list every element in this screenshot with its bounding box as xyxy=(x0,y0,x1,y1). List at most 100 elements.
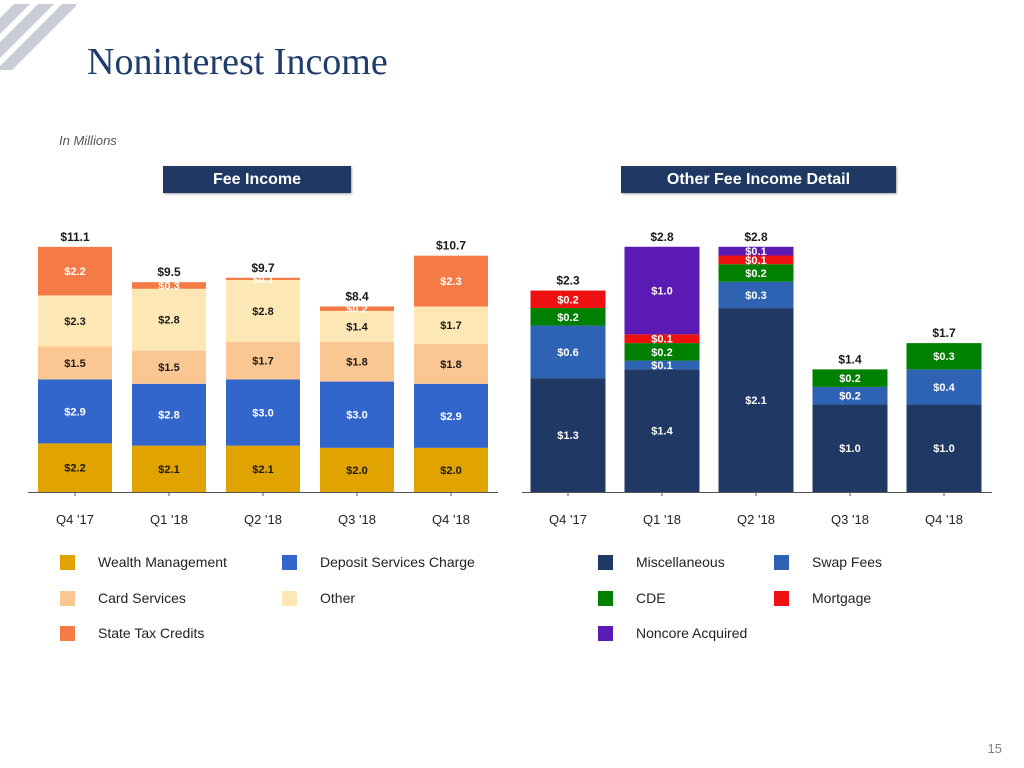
fee-income-header: Fee Income xyxy=(163,166,351,193)
fee-bar-other-q4-18 xyxy=(414,306,488,345)
other-bar-miscellaneous-q4-18 xyxy=(906,404,982,492)
other-label-swap-fees-q3-18: $0.2 xyxy=(839,391,860,403)
fee-bar-deposit-services-charge-q4-18 xyxy=(414,383,488,448)
other-bar-mortgage-q2-18 xyxy=(718,255,794,265)
fee-bar-state-tax-credits-q4-18 xyxy=(414,255,488,307)
other-category-label-q1-18: Q1 '18 xyxy=(643,512,681,527)
fee-total-label-q3-18: $8.4 xyxy=(345,289,369,303)
other-bar-miscellaneous-q1-18 xyxy=(624,369,700,492)
other-label-noncore-acquired-q2-18: $0.1 xyxy=(745,246,766,258)
fee-bar-wealth-management-q2-18 xyxy=(226,445,300,492)
other-total-label-q4-17: $2.3 xyxy=(556,274,580,288)
fee-bar-state-tax-credits-q1-18 xyxy=(132,282,206,289)
fee-category-label-q4-17: Q4 '17 xyxy=(56,512,94,527)
other-bar-miscellaneous-q2-18 xyxy=(718,308,794,492)
other-bar-swap-fees-q4-17 xyxy=(530,325,606,379)
other-label-cde-q2-18: $0.2 xyxy=(745,268,766,280)
fee-label-deposit-services-charge-q3-18: $3.0 xyxy=(346,410,367,422)
fee-bar-card-services-q3-18 xyxy=(320,341,394,382)
fee-label-deposit-services-charge-q4-17: $2.9 xyxy=(64,406,85,418)
fee-bar-card-services-q4-18 xyxy=(414,344,488,384)
fee-bar-card-services-q4-17 xyxy=(38,346,112,380)
fee-total-label-q1-18: $9.5 xyxy=(157,265,181,279)
other-label-mortgage-q4-17: $0.2 xyxy=(557,294,578,306)
other-category-label-q2-18: Q2 '18 xyxy=(737,512,775,527)
other-label-swap-fees-q1-18: $0.1 xyxy=(651,360,672,372)
other-bar-swap-fees-q3-18 xyxy=(812,386,888,405)
fee-label-other-q2-18: $2.8 xyxy=(252,306,273,318)
fee-bar-card-services-q2-18 xyxy=(226,341,300,380)
fee-label-state-tax-credits-q4-18: $2.3 xyxy=(440,276,461,288)
fee-label-other-q1-18: $2.8 xyxy=(158,315,179,327)
fee-label-other-q4-18: $1.7 xyxy=(440,320,461,332)
fee-bar-deposit-services-charge-q4-17 xyxy=(38,379,112,444)
fee-bar-state-tax-credits-q4-17 xyxy=(38,246,112,296)
fee-bar-wealth-management-q3-18 xyxy=(320,447,394,492)
other-bar-cde-q4-17 xyxy=(530,308,606,326)
fee-bar-card-services-q1-18 xyxy=(132,350,206,384)
fee-label-wealth-management-q2-18: $2.1 xyxy=(252,464,273,476)
other-fee-income-chart: $1.3$0.6$0.2$0.2$2.3Q4 '17$1.4$0.1$0.2$0… xyxy=(522,230,992,527)
fee-label-wealth-management-q1-18: $2.1 xyxy=(158,464,179,476)
fee-category-label-q3-18: Q3 '18 xyxy=(338,512,376,527)
other-total-label-q1-18: $2.8 xyxy=(650,230,674,244)
other-bar-swap-fees-q2-18 xyxy=(718,281,794,309)
fee-bar-wealth-management-q1-18 xyxy=(132,445,206,492)
fee-label-state-tax-credits-q2-18: $0.1 xyxy=(252,274,273,286)
other-bar-mortgage-q4-17 xyxy=(530,290,606,309)
other-bar-cde-q2-18 xyxy=(718,264,794,282)
fee-label-other-q3-18: $1.4 xyxy=(346,321,368,333)
fee-bar-other-q1-18 xyxy=(132,288,206,351)
other-label-cde-q4-17: $0.2 xyxy=(557,312,578,324)
fee-category-label-q2-18: Q2 '18 xyxy=(244,512,282,527)
fee-label-card-services-q2-18: $1.7 xyxy=(252,356,273,368)
fee-bar-wealth-management-q4-17 xyxy=(38,443,112,492)
fee-category-label-q1-18: Q1 '18 xyxy=(150,512,188,527)
other-category-label-q4-17: Q4 '17 xyxy=(549,512,587,527)
other-bar-swap-fees-q4-18 xyxy=(906,369,982,405)
fee-label-card-services-q4-18: $1.8 xyxy=(440,359,461,371)
fee-bar-state-tax-credits-q2-18 xyxy=(226,277,300,280)
other-label-miscellaneous-q4-17: $1.3 xyxy=(557,430,578,442)
other-total-label-q4-18: $1.7 xyxy=(932,326,956,340)
fee-label-state-tax-credits-q1-18: $0.3 xyxy=(158,280,179,292)
other-fee-income-header-label: Other Fee Income Detail xyxy=(666,170,851,188)
fee-label-wealth-management-q4-17: $2.2 xyxy=(64,463,85,475)
other-label-cde-q1-18: $0.2 xyxy=(651,347,672,359)
fee-label-card-services-q4-17: $1.5 xyxy=(64,358,85,370)
fee-bar-wealth-management-q4-18 xyxy=(414,447,488,492)
fee-income-header-label: Fee Income xyxy=(212,170,302,188)
units-note: In Millions xyxy=(59,133,117,148)
other-label-cde-q3-18: $0.2 xyxy=(839,373,860,385)
other-label-noncore-acquired-q1-18: $1.0 xyxy=(651,286,672,298)
fee-label-deposit-services-charge-q1-18: $2.8 xyxy=(158,410,179,422)
page-title: Noninterest Income xyxy=(87,41,388,83)
other-bar-miscellaneous-q3-18 xyxy=(812,404,888,492)
fee-income-chart: $2.2 $2.9 $1.5 $2.3 $2.2 $11.1 Q4 '17 $2.1 $2.8 $… xyxy=(28,230,498,527)
fee-label-wealth-management-q4-18: $2.0 xyxy=(440,465,461,477)
other-bar-cde-q1-18 xyxy=(624,343,700,361)
fee-bar-deposit-services-charge-q2-18 xyxy=(226,379,300,446)
other-category-label-q4-18: Q4 '18 xyxy=(925,512,963,527)
other-label-mortgage-q2-18: $0.1 xyxy=(745,255,766,267)
fee-label-state-tax-credits-q4-17: $2.2 xyxy=(64,266,85,278)
other-label-mortgage-q1-18: $0.1 xyxy=(651,334,672,346)
other-bar-miscellaneous-q4-17 xyxy=(530,378,606,492)
other-label-miscellaneous-q4-18: $1.0 xyxy=(933,443,954,455)
fee-category-label-q4-18: Q4 '18 xyxy=(432,512,470,527)
other-category-label-q3-18: Q3 '18 xyxy=(831,512,869,527)
other-label-miscellaneous-q1-18: $1.4 xyxy=(651,426,673,438)
other-label-swap-fees-q4-18: $0.4 xyxy=(933,382,955,394)
other-label-miscellaneous-q3-18: $1.0 xyxy=(839,443,860,455)
other-bar-mortgage-q1-18 xyxy=(624,334,700,344)
page-number: 15 xyxy=(987,741,1002,756)
other-fee-income-header: Other Fee Income Detail xyxy=(621,166,896,193)
fee-bar-other-q3-18 xyxy=(320,310,394,342)
fee-total-label-q2-18: $9.7 xyxy=(251,261,275,275)
fee-bar-other-q2-18 xyxy=(226,279,300,342)
fee-bar-deposit-services-charge-q1-18 xyxy=(132,383,206,446)
other-label-swap-fees-q4-17: $0.6 xyxy=(557,347,578,359)
other-label-miscellaneous-q2-18: $2.1 xyxy=(745,395,766,407)
fee-bar-other-q4-17 xyxy=(38,295,112,347)
